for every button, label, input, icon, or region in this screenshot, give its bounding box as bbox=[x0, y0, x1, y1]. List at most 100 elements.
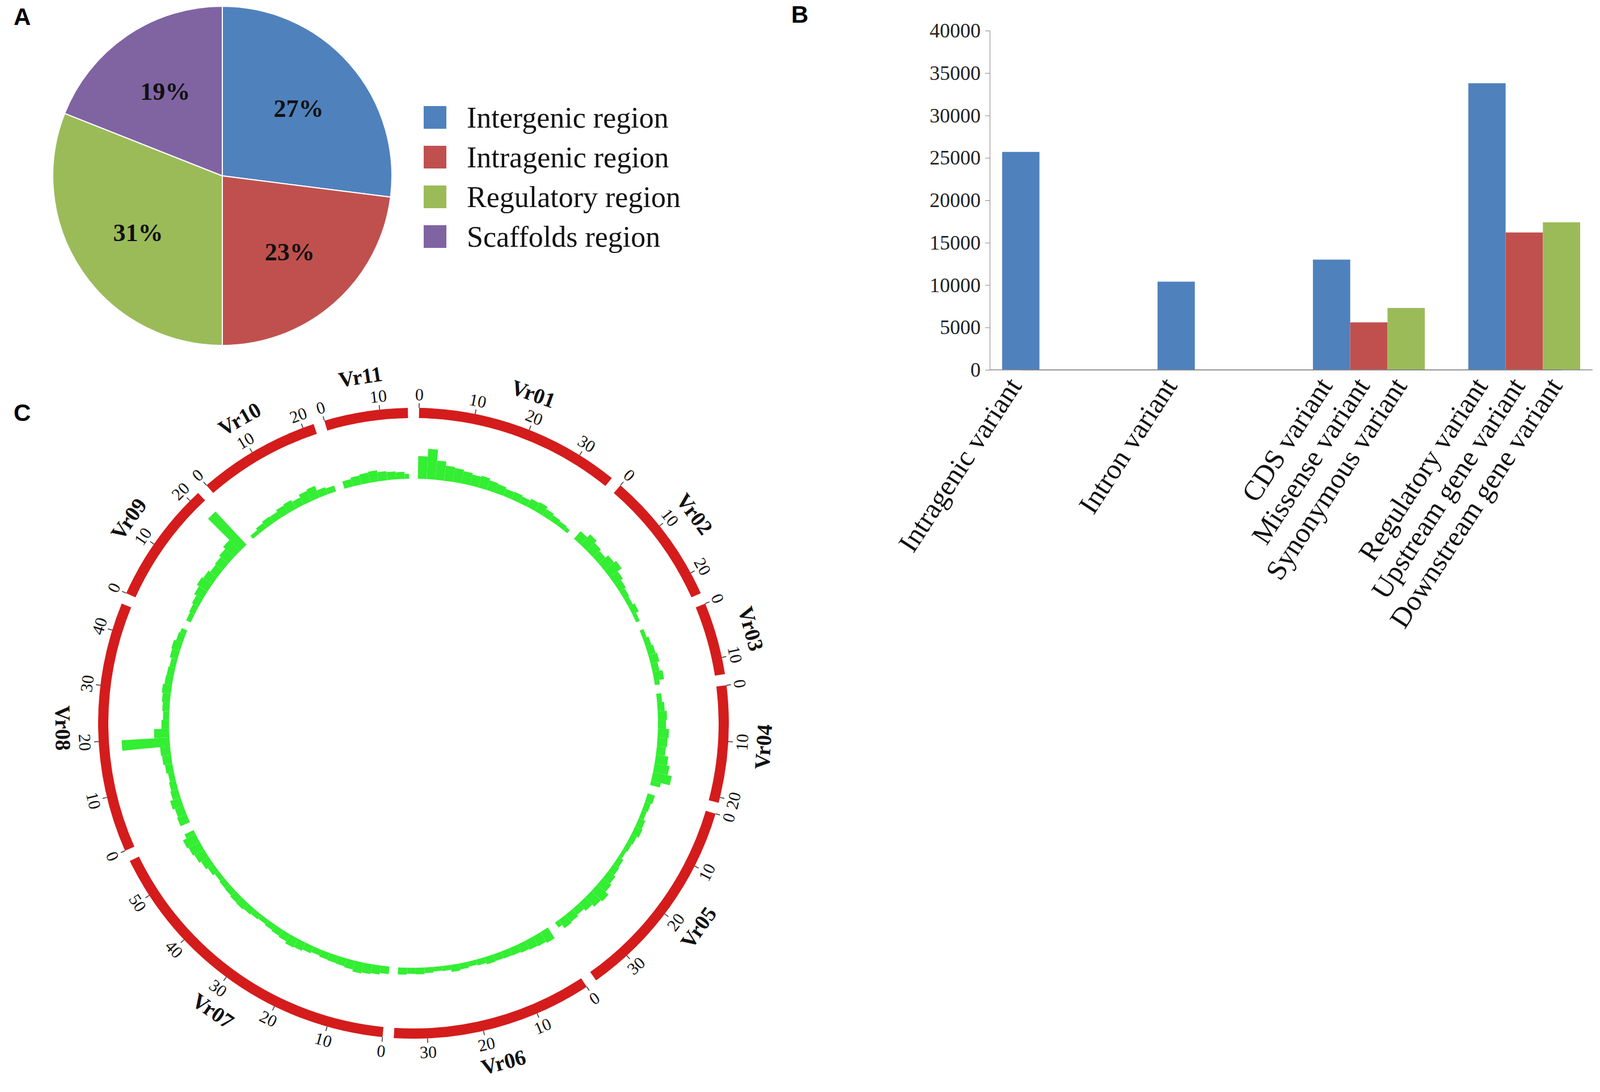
circos bbox=[98, 407, 729, 1039]
y-tick: 20000 bbox=[929, 188, 990, 212]
chromosome-arc bbox=[708, 685, 729, 803]
panel-pie: A27%23%31%19%Intergenic regionIntragenic… bbox=[13, 3, 681, 346]
chromosome-tick-label: 10 bbox=[312, 1028, 335, 1051]
density-bar bbox=[656, 701, 665, 711]
chromosome-name: Vr03 bbox=[733, 603, 769, 654]
density-bar bbox=[639, 628, 647, 639]
density-bar bbox=[558, 914, 572, 928]
chromosome-tick bbox=[726, 684, 732, 686]
density-bar bbox=[208, 511, 247, 551]
legend-label: Intergenic region bbox=[466, 101, 669, 134]
chromosome-tick bbox=[529, 425, 531, 430]
density-bar bbox=[397, 967, 407, 975]
chromosome-tick bbox=[378, 404, 381, 410]
legend-item: Scaffolds region bbox=[423, 220, 661, 253]
chromosome-tick-label: 0 bbox=[707, 590, 728, 606]
y-tick-mark bbox=[985, 73, 990, 74]
y-tick: 35000 bbox=[929, 61, 990, 85]
legend-item: Intragenic region bbox=[423, 141, 670, 174]
panel-label: B bbox=[791, 1, 809, 28]
x-tick: Downstream gene variant bbox=[1383, 369, 1569, 634]
chromosome-tick-label: 20 bbox=[722, 790, 745, 812]
chromosome-tick bbox=[620, 482, 624, 486]
chromosome-tick-label: 0 bbox=[376, 1040, 387, 1061]
legend-label: Scaffolds region bbox=[466, 220, 661, 253]
chromosome-name: Vr10 bbox=[213, 397, 265, 441]
y-tick: 15000 bbox=[929, 231, 990, 255]
y-tick: 25000 bbox=[929, 146, 990, 170]
panel-circos: C0102030Vr0101020Vr02010Vr0301020Vr04010… bbox=[13, 361, 777, 1080]
y-tick: 10000 bbox=[929, 273, 990, 297]
density-bar bbox=[433, 965, 443, 972]
chromosome-arc bbox=[590, 810, 716, 981]
y-tick-mark bbox=[985, 115, 990, 117]
chromosome-tick bbox=[418, 403, 420, 408]
chromosome-tick-label: 0 bbox=[103, 579, 125, 595]
figure: A27%23%31%19%Intergenic regionIntragenic… bbox=[0, 0, 1600, 1092]
y-tick-label: 30000 bbox=[929, 104, 981, 128]
legend-item: Regulatory region bbox=[423, 180, 681, 214]
density-bar bbox=[459, 961, 470, 970]
density-bar bbox=[406, 967, 416, 974]
bar bbox=[1505, 232, 1544, 370]
legend-swatch bbox=[423, 185, 447, 209]
chromosome-tick-label: 20 bbox=[690, 554, 715, 579]
density-bar bbox=[450, 963, 461, 972]
density-bar bbox=[325, 485, 336, 495]
chromosome-tick-label: 0 bbox=[415, 384, 425, 404]
density-bar bbox=[441, 964, 452, 972]
density-bar bbox=[395, 471, 405, 480]
density-bar bbox=[167, 771, 176, 783]
density-bar bbox=[656, 693, 662, 703]
density-bar bbox=[359, 472, 370, 485]
y-tick: 0 bbox=[970, 358, 990, 382]
chromosome-tick bbox=[659, 522, 664, 526]
density-bar bbox=[161, 719, 170, 729]
x-tick: Intron variant bbox=[1071, 369, 1184, 519]
legend-swatch bbox=[423, 145, 447, 169]
density-bar bbox=[656, 737, 668, 747]
y-tick-label: 20000 bbox=[929, 188, 981, 212]
legend-item: Intergenic region bbox=[423, 101, 669, 134]
density-bar bbox=[638, 809, 647, 821]
density-bar bbox=[342, 479, 353, 489]
density-bar bbox=[184, 829, 196, 839]
y-axis: 0 5000 10000 15000 20000 25000 30000 35000 40000 bbox=[929, 19, 991, 382]
chromosome-tick bbox=[95, 684, 101, 686]
density-bar bbox=[563, 527, 571, 534]
y-tick-mark bbox=[985, 369, 990, 371]
chromosome-arc bbox=[419, 407, 612, 487]
density-bar bbox=[368, 470, 379, 483]
density-bar bbox=[618, 849, 627, 859]
chromosome-tick-label: 0 bbox=[619, 465, 639, 485]
density-bar bbox=[162, 710, 170, 720]
chromosome-arc bbox=[98, 603, 135, 851]
y-tick: 5000 bbox=[939, 315, 990, 339]
density-bar bbox=[657, 710, 667, 720]
density-bar bbox=[153, 728, 170, 739]
y-tick-label: 10000 bbox=[929, 273, 981, 297]
chromosome-tick-label: 0 bbox=[102, 848, 123, 864]
chromosome-tick bbox=[690, 570, 695, 573]
data-label: 27% bbox=[273, 94, 324, 123]
bar bbox=[1542, 222, 1581, 370]
density-bar bbox=[169, 657, 178, 669]
chromosome-tick bbox=[186, 497, 191, 501]
density-bar bbox=[161, 683, 172, 694]
density-bar bbox=[555, 919, 563, 928]
data-label: 19% bbox=[140, 77, 191, 106]
chromosome-tick bbox=[323, 416, 325, 421]
density bbox=[121, 448, 672, 975]
chromosome-tick bbox=[249, 448, 252, 453]
bars bbox=[1002, 83, 1581, 370]
chromosome-tick-label: 10 bbox=[467, 389, 489, 412]
y-tick: 30000 bbox=[929, 104, 990, 128]
density-bar bbox=[653, 680, 660, 686]
y-tick: 40000 bbox=[929, 19, 990, 42]
chromosome-name: Vr07 bbox=[187, 988, 239, 1034]
y-tick-label: 40000 bbox=[929, 19, 981, 42]
density-bar bbox=[415, 967, 425, 975]
density-bar bbox=[169, 780, 179, 791]
chromosome-arc bbox=[324, 407, 408, 431]
density-bar bbox=[121, 737, 171, 751]
